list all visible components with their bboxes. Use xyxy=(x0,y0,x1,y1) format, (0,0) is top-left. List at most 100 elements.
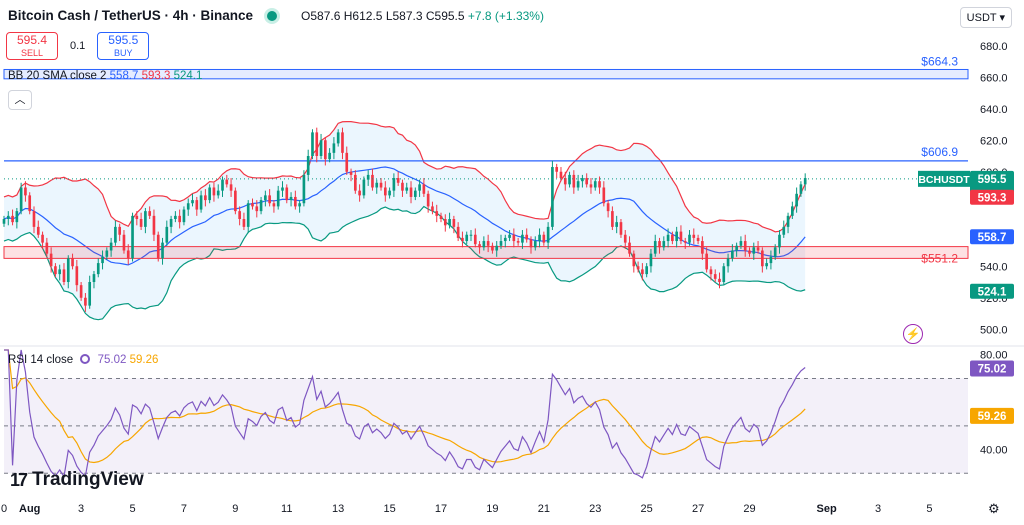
candle[interactable] xyxy=(178,215,181,223)
candle[interactable] xyxy=(383,187,387,196)
candle[interactable] xyxy=(495,245,499,251)
candle[interactable] xyxy=(229,184,233,191)
candle[interactable] xyxy=(366,174,370,180)
candle[interactable] xyxy=(705,253,708,270)
candle[interactable] xyxy=(11,215,14,223)
candle[interactable] xyxy=(516,241,520,243)
candle[interactable] xyxy=(234,190,237,212)
candle[interactable] xyxy=(396,178,400,183)
candle[interactable] xyxy=(461,237,464,242)
candle[interactable] xyxy=(41,234,44,243)
candle[interactable] xyxy=(75,266,79,286)
candle[interactable] xyxy=(353,174,357,191)
candle[interactable] xyxy=(88,282,92,306)
candle[interactable] xyxy=(752,247,756,254)
candle[interactable] xyxy=(2,219,6,224)
candle[interactable] xyxy=(238,211,241,219)
candle[interactable] xyxy=(696,237,700,242)
candle[interactable] xyxy=(576,181,580,188)
candle[interactable] xyxy=(264,195,267,201)
candle[interactable] xyxy=(315,132,319,156)
candle[interactable] xyxy=(422,184,426,194)
candle[interactable] xyxy=(765,263,768,267)
candle[interactable] xyxy=(208,187,211,201)
candle[interactable] xyxy=(666,234,670,242)
candle[interactable] xyxy=(632,253,636,267)
candle[interactable] xyxy=(148,211,151,216)
candle[interactable] xyxy=(66,258,70,282)
candle[interactable] xyxy=(401,182,404,191)
candle[interactable] xyxy=(195,200,199,210)
candle[interactable] xyxy=(276,190,280,207)
candle[interactable] xyxy=(478,244,481,248)
candle[interactable] xyxy=(144,211,147,227)
candle[interactable] xyxy=(435,211,439,216)
candle[interactable] xyxy=(688,234,691,243)
candle[interactable] xyxy=(169,219,173,227)
candle[interactable] xyxy=(371,174,374,188)
candle[interactable] xyxy=(739,241,743,246)
candle[interactable] xyxy=(311,132,314,156)
candle[interactable] xyxy=(568,174,571,185)
candle[interactable] xyxy=(186,203,190,210)
candle[interactable] xyxy=(272,203,276,207)
candle[interactable] xyxy=(122,234,126,251)
candle[interactable] xyxy=(726,258,730,267)
candle[interactable] xyxy=(302,174,306,204)
candle[interactable] xyxy=(448,219,451,226)
candle[interactable] xyxy=(131,215,134,259)
candle[interactable] xyxy=(306,156,310,175)
candle[interactable] xyxy=(45,242,49,254)
candle[interactable] xyxy=(24,187,27,196)
candle[interactable] xyxy=(778,234,781,248)
candle[interactable] xyxy=(645,266,648,275)
candle[interactable] xyxy=(221,179,224,191)
candle[interactable] xyxy=(529,239,533,248)
candle[interactable] xyxy=(246,203,250,227)
candle[interactable] xyxy=(581,178,584,182)
candle[interactable] xyxy=(598,181,601,188)
candle[interactable] xyxy=(585,178,589,185)
candle[interactable] xyxy=(418,184,421,191)
candle[interactable] xyxy=(499,241,503,246)
candle[interactable] xyxy=(156,234,160,259)
buy-button[interactable]: 595.5 BUY xyxy=(97,32,150,60)
candle[interactable] xyxy=(658,241,661,248)
candle[interactable] xyxy=(358,190,361,196)
candle[interactable] xyxy=(49,253,53,267)
candle[interactable] xyxy=(593,181,597,188)
candle[interactable] xyxy=(199,195,203,210)
candle[interactable] xyxy=(328,152,331,160)
candle[interactable] xyxy=(563,178,567,185)
candle[interactable] xyxy=(675,231,678,242)
candle[interactable] xyxy=(709,269,713,275)
candle[interactable] xyxy=(628,242,631,254)
candle[interactable] xyxy=(521,234,524,243)
bb-indicator-legend[interactable]: BB 20 SMA close 2 558.7 593.3 524.1 xyxy=(8,70,202,82)
candle[interactable] xyxy=(743,241,747,251)
candle[interactable] xyxy=(623,234,627,243)
support-zone[interactable] xyxy=(3,246,969,259)
candle[interactable] xyxy=(409,187,413,197)
candle[interactable] xyxy=(114,226,117,243)
collapse-legend-button[interactable]: ︿ xyxy=(8,90,32,110)
candle[interactable] xyxy=(268,195,271,204)
candle[interactable] xyxy=(413,190,417,197)
candle[interactable] xyxy=(465,234,469,242)
candle[interactable] xyxy=(538,234,541,242)
candle[interactable] xyxy=(555,167,559,172)
candle[interactable] xyxy=(191,200,194,204)
candle[interactable] xyxy=(392,178,396,191)
candle[interactable] xyxy=(503,237,507,242)
candle[interactable] xyxy=(602,187,606,204)
candle[interactable] xyxy=(443,219,447,226)
candle[interactable] xyxy=(96,263,100,275)
candle[interactable] xyxy=(679,231,683,242)
candle[interactable] xyxy=(341,132,344,153)
candle[interactable] xyxy=(662,241,666,248)
candle[interactable] xyxy=(795,193,798,207)
candle[interactable] xyxy=(803,178,807,185)
rsi-settings-icon[interactable] xyxy=(80,354,91,364)
candle[interactable] xyxy=(426,193,430,207)
candle[interactable] xyxy=(473,234,477,245)
